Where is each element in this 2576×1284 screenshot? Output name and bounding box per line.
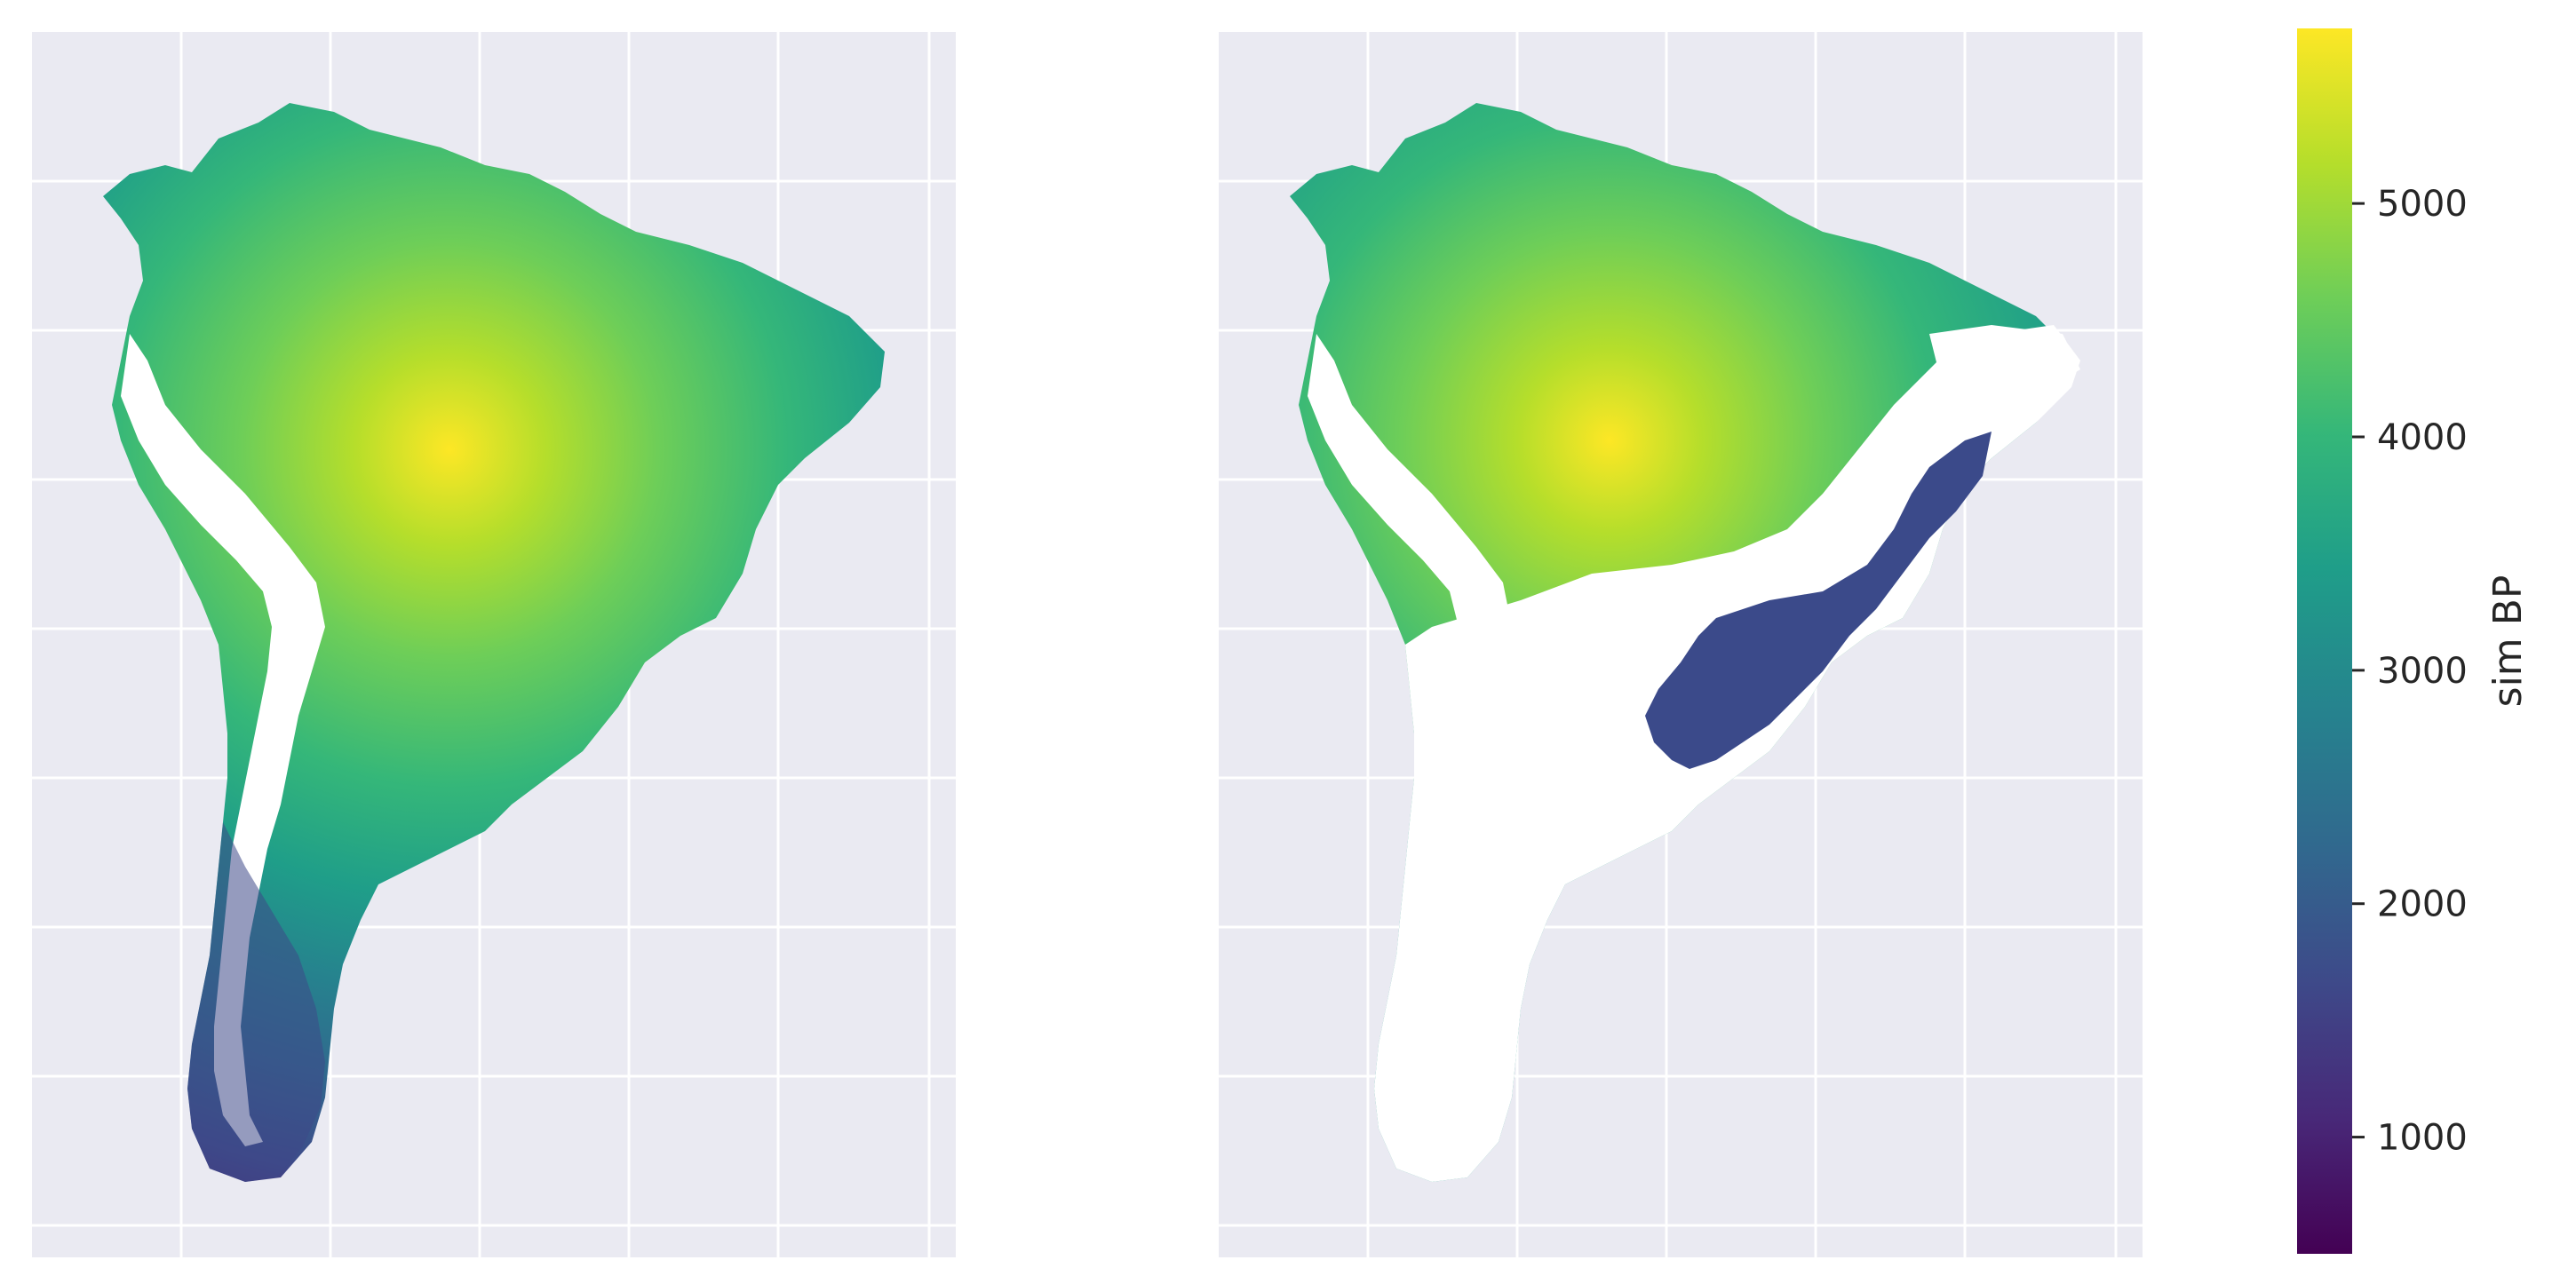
- right-map-axes: [1219, 32, 2143, 1257]
- colorbar-tick-label: 4000: [2377, 417, 2468, 458]
- right-heatmap: [1290, 103, 2080, 1182]
- colorbar-ticks: 1000 2000 3000 4000 5000: [2352, 184, 2468, 1159]
- colorbar-tick-label: 1000: [2377, 1118, 2468, 1159]
- left-patagonia-dark: [187, 822, 325, 1182]
- colorbar-tick-label: 2000: [2377, 884, 2468, 925]
- colorbar-tick-label: 3000: [2377, 651, 2468, 692]
- colorbar: 1000 2000 3000 4000 5000 sim BP: [2297, 28, 2531, 1254]
- left-heatmap: [103, 103, 885, 1182]
- colorbar-tick-label: 5000: [2377, 184, 2468, 225]
- left-map-axes: [32, 32, 956, 1257]
- colorbar-gradient: [2297, 28, 2352, 1254]
- colorbar-label: sim BP: [2485, 575, 2531, 708]
- right-east-mask: [1929, 325, 2080, 396]
